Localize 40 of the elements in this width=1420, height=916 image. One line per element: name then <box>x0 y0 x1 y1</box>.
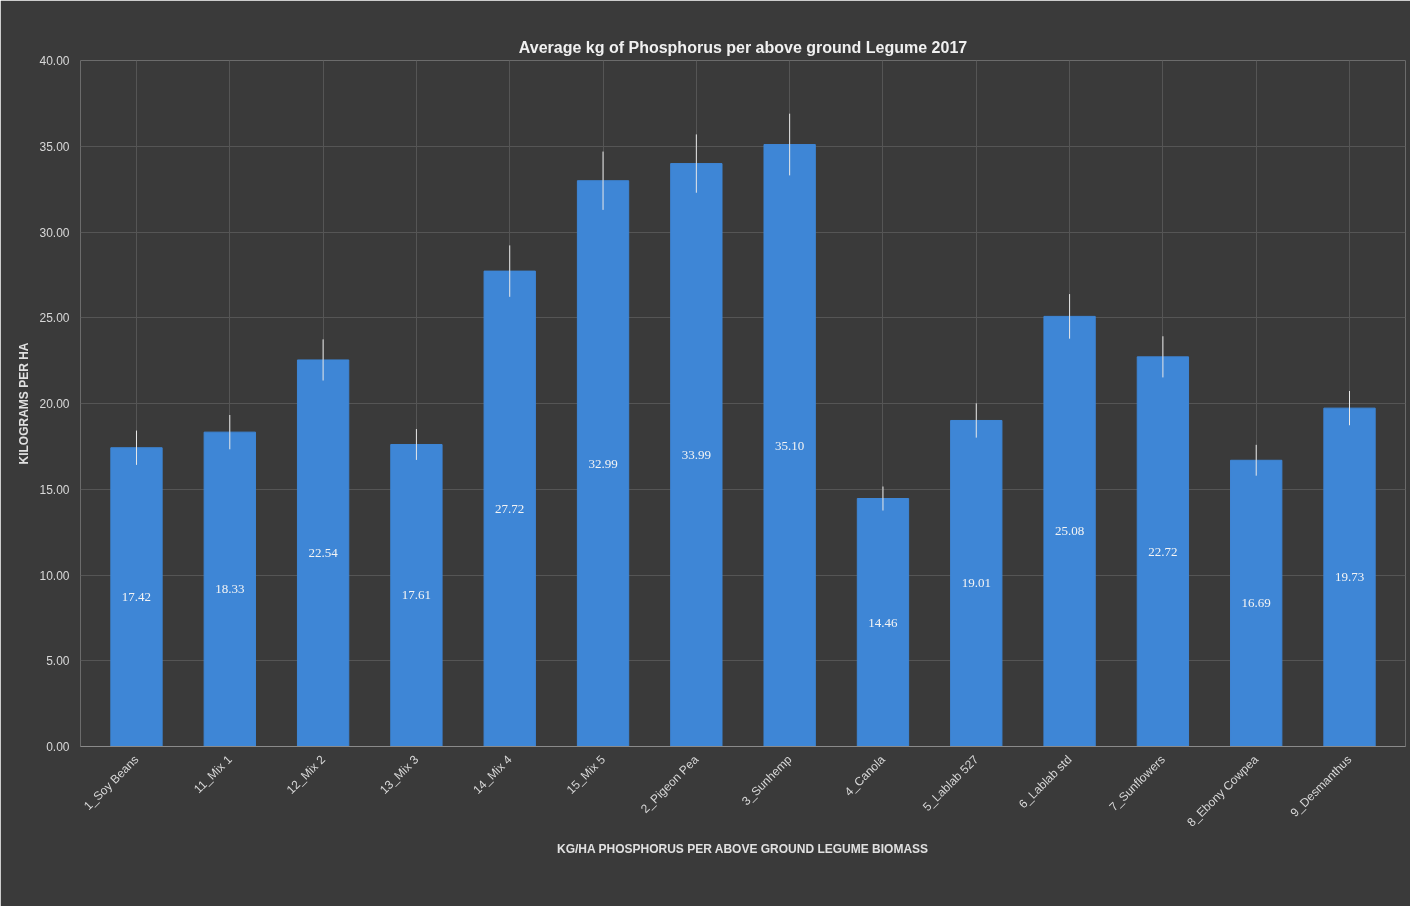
y-tick-label: 30.00 <box>39 225 70 240</box>
y-tick-label: 35.00 <box>39 139 70 154</box>
data-label: 18.33 <box>215 581 245 597</box>
y-tick-label: 25.00 <box>39 311 70 326</box>
data-label: 35.10 <box>775 437 805 453</box>
data-label: 17.61 <box>401 587 432 603</box>
data-label: 27.72 <box>495 500 525 516</box>
data-label: 32.99 <box>588 455 618 471</box>
y-axis-title: KILOGRAMS PER HA <box>17 342 32 465</box>
data-label: 22.72 <box>1148 543 1178 559</box>
data-label: 16.69 <box>1241 595 1271 611</box>
data-label: 19.73 <box>1334 569 1365 585</box>
chart-title: Average kg of Phosphorus per above ground Legume 2017 <box>518 38 968 56</box>
bar <box>1323 407 1376 747</box>
data-label: 22.54 <box>308 545 339 561</box>
x-axis-title: KG/HA PHOSPHORUS PER ABOVE GROUND LEGUME BIOMASS <box>556 842 929 857</box>
bar <box>670 163 723 747</box>
bar <box>1230 459 1283 747</box>
bar <box>203 431 256 747</box>
data-label: 25.08 <box>1054 523 1085 539</box>
y-tick-label: 40.00 <box>39 54 70 68</box>
y-tick-label: 15.00 <box>39 482 70 497</box>
y-tick-label: 10.00 <box>39 568 70 583</box>
data-label: 14.46 <box>868 614 899 630</box>
bar <box>110 447 163 747</box>
data-label: 17.42 <box>121 589 152 605</box>
bar <box>1043 315 1096 747</box>
bar <box>576 180 630 747</box>
bar <box>296 359 350 747</box>
bar <box>483 270 536 747</box>
y-tick-label: 5.00 <box>46 654 70 669</box>
bar <box>856 498 910 747</box>
bar <box>1136 356 1190 747</box>
bar <box>950 419 1003 747</box>
y-tick-label: 20.00 <box>39 397 70 411</box>
bar <box>763 144 816 747</box>
data-label: 19.01 <box>961 575 991 591</box>
data-label: 33.99 <box>681 447 711 463</box>
bar <box>390 443 443 747</box>
y-tick-label: 0.00 <box>46 740 70 754</box>
